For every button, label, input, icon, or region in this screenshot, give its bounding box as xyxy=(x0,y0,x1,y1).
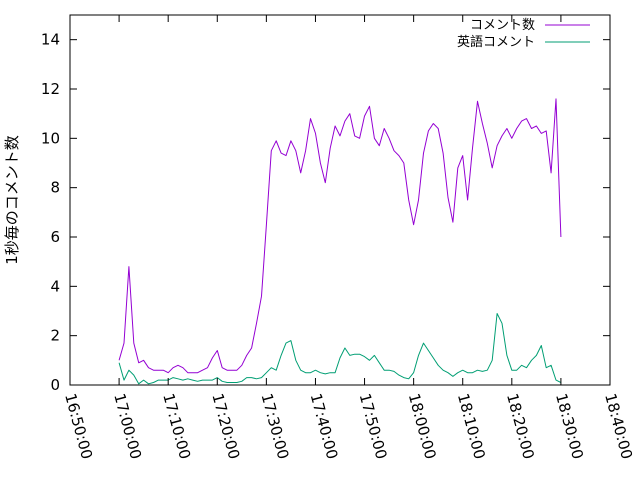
y-tick-label: 10 xyxy=(41,129,60,147)
y-tick-label: 8 xyxy=(50,179,60,197)
y-tick-label: 0 xyxy=(50,376,60,394)
y-tick-label: 12 xyxy=(41,80,60,98)
series-line-1 xyxy=(118,98,562,374)
y-axis-ticks: 0 2 4 6 8 10 12 14 xyxy=(41,31,610,394)
plot-lines xyxy=(118,98,562,385)
plot-frame xyxy=(69,14,611,386)
y-tick-label: 6 xyxy=(50,228,60,246)
series-line-2 xyxy=(118,313,562,385)
y-tick-label: 2 xyxy=(50,327,60,345)
y-axis-label: 1秒毎のコメント数 xyxy=(3,135,21,265)
legend-label-1: コメント数 xyxy=(470,18,535,33)
y-tick-label: 4 xyxy=(50,277,60,295)
y-tick-label: 14 xyxy=(41,31,60,49)
legend-label-2: 英語コメント xyxy=(457,34,535,50)
